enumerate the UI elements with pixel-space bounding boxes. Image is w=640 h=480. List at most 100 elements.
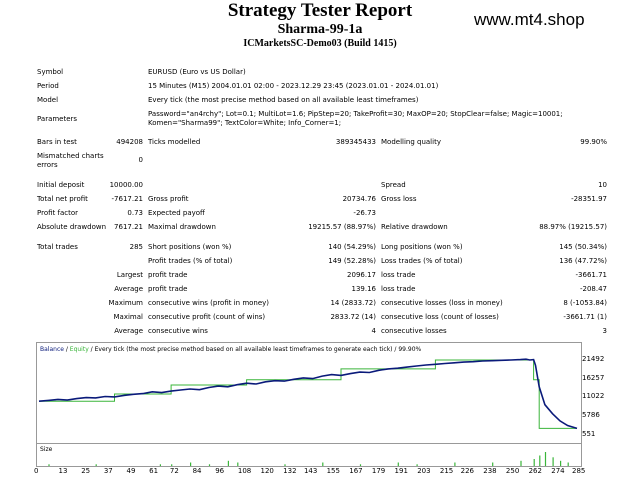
x-tick-label: 262	[528, 467, 542, 475]
legend-sep: /	[88, 346, 95, 353]
short-positions-label: Short positions (won %)	[148, 243, 232, 251]
ea-name: Sharma-99-1a	[277, 22, 363, 37]
cons-profit-count-label: consecutive profit (count of wins)	[148, 313, 266, 321]
profit-trades-value: 149 (52.28%)	[328, 257, 376, 265]
x-tick-label: 37	[103, 467, 113, 475]
average-label: Average	[114, 285, 143, 293]
profit-factor-value: 0.73	[127, 209, 143, 217]
size-bar	[544, 452, 547, 466]
ticks-label: Ticks modelled	[148, 138, 201, 146]
mismatch-value: 0	[138, 156, 143, 164]
cons-profit-count-value: 2833.72 (14)	[330, 313, 376, 321]
size-bar	[208, 464, 211, 467]
loss-trades-label: Loss trades (% of total)	[381, 257, 463, 265]
size-bar	[359, 464, 362, 467]
symbol-value: EURUSD (Euro vs US Dollar)	[148, 68, 246, 76]
x-tick-label: 49	[126, 467, 136, 475]
x-tick-label: 84	[192, 467, 202, 475]
x-tick-label: 120	[260, 467, 274, 475]
spread-label: Spread	[381, 181, 406, 189]
series-line-equity	[39, 359, 577, 429]
gross-profit-value: 20734.76	[342, 195, 376, 203]
size-bar	[567, 462, 569, 466]
cons-wins-money-label: consecutive wins (profit in money)	[148, 299, 270, 307]
size-bar	[539, 455, 541, 466]
mismatch-label-1: Mismatched charts	[37, 152, 104, 160]
site-watermark: www.mt4.shop	[474, 10, 585, 29]
x-tick-label: 191	[394, 467, 408, 475]
size-bar	[533, 459, 535, 466]
size-bar	[552, 457, 554, 467]
avg-cons-wins-label: consecutive wins	[148, 327, 208, 335]
server-name: ICMarketsSC-Demo03 (Build 1415)	[243, 38, 397, 49]
size-label: Size	[40, 446, 53, 453]
balance-chart: Balance / Equity / Every tick (the most …	[36, 342, 582, 444]
x-tick-label: 0	[34, 467, 39, 475]
parameters-line2: Komen="Sharma99"; TextColor=White; Info_…	[148, 119, 342, 127]
abs-drawdown-value: 7617.21	[114, 223, 143, 231]
size-bar	[560, 460, 562, 467]
size-bar	[48, 464, 50, 467]
x-tick-label: 238	[483, 467, 497, 475]
x-tick-label: 203	[417, 467, 431, 475]
legend-sep: /	[63, 346, 70, 353]
total-trades-label: Total trades	[37, 243, 78, 251]
cons-wins-money-value: 14 (2833.72)	[330, 299, 376, 307]
short-positions-value: 140 (54.29%)	[328, 243, 376, 251]
size-bar	[284, 464, 286, 467]
balance-chart-svg	[38, 358, 578, 430]
x-tick-label: 108	[237, 467, 252, 475]
size-bar	[171, 464, 173, 467]
x-tick-label: 226	[460, 467, 474, 475]
size-bar	[492, 462, 494, 466]
quality-value: 99.90%	[580, 138, 607, 146]
profit-factor-label: Profit factor	[37, 209, 78, 217]
initial-deposit-label: Initial deposit	[37, 181, 85, 189]
chart-legend: Balance / Equity / Every tick (the most …	[40, 345, 421, 354]
size-bar	[520, 460, 522, 467]
period-label: Period	[37, 82, 59, 90]
size-chart: Size	[36, 443, 582, 467]
x-tick-label: 167	[349, 467, 363, 475]
gross-loss-label: Gross loss	[381, 195, 417, 203]
cons-losses-money-value: 8 (-1053.84)	[563, 299, 607, 307]
avg-cons-losses-value: 3	[602, 327, 607, 335]
max-drawdown-label: Maximal drawdown	[148, 223, 216, 231]
expected-payoff-label: Expected payoff	[148, 209, 205, 217]
average-loss-label: loss trade	[381, 285, 416, 293]
bars-value: 494208	[116, 138, 143, 146]
x-tick-label: 72	[169, 467, 179, 475]
period-value: 15 Minutes (M15) 2004.01.01 02:00 - 2023…	[148, 82, 439, 90]
largest-label: Largest	[116, 271, 143, 279]
average-profit-label: profit trade	[148, 285, 188, 293]
x-tick-label: 285	[572, 467, 586, 475]
avg-cons-wins-value: 4	[371, 327, 376, 335]
long-positions-value: 145 (50.34%)	[559, 243, 607, 251]
spread-value: 10	[598, 181, 607, 189]
parameters-line1: Password="an4rchy"; Lot=0.1; MultiLot=1.…	[148, 110, 563, 118]
loss-trades-value: 136 (47.72%)	[559, 257, 607, 265]
rel-drawdown-value: 88.97% (19215.57)	[539, 223, 607, 231]
gross-loss-value: -28351.97	[571, 195, 607, 203]
x-tick-label: 215	[439, 467, 454, 475]
size-bar	[227, 460, 229, 467]
largest-loss-label: loss trade	[381, 271, 416, 279]
size-bar	[159, 464, 161, 467]
y-tick-label: 16257	[582, 373, 605, 382]
parameters-label: Parameters	[37, 115, 78, 123]
quality-label: Modelling quality	[381, 138, 441, 146]
symbol-label: Symbol	[37, 68, 64, 76]
legend-equity: Equity	[69, 346, 89, 353]
size-chart-svg	[48, 452, 569, 467]
size-bar	[322, 462, 324, 466]
profit-trades-label: Profit trades (% of total)	[148, 257, 233, 265]
x-tick-label: 179	[371, 467, 386, 475]
x-tick-label: 274	[551, 467, 565, 475]
cons-loss-count-value: -3661.71 (1)	[563, 313, 607, 321]
legend-method: Every tick (the most precise method base…	[94, 346, 422, 353]
average-cons-label: Average	[114, 327, 143, 335]
abs-drawdown-label: Absolute drawdown	[37, 223, 107, 231]
y-tick-label: 11022	[582, 392, 605, 401]
net-profit-label: Total net profit	[37, 195, 88, 203]
size-bar	[416, 464, 418, 467]
